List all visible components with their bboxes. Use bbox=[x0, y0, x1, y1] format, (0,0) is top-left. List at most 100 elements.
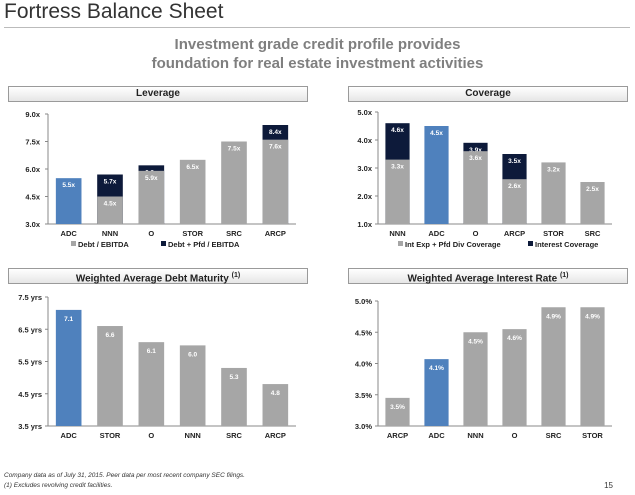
leverage-panel-header: Leverage bbox=[8, 86, 308, 102]
coverage-x-tick-label: ARCP bbox=[504, 229, 525, 238]
maturity-x-tick-label: SRC bbox=[226, 431, 242, 440]
maturity-y-tick-label: 7.5 yrs bbox=[18, 293, 42, 302]
maturity-y-tick-label: 5.5 yrs bbox=[18, 358, 42, 367]
leverage-y-tick-label: 4.5x bbox=[25, 193, 40, 202]
coverage-bar-highlight bbox=[424, 126, 449, 224]
leverage-legend-swatch bbox=[161, 241, 166, 246]
coverage-bar-primary bbox=[385, 159, 410, 224]
interest-rate-bar bbox=[385, 397, 410, 426]
leverage-bar-primary bbox=[262, 139, 289, 224]
leverage-bar-primary bbox=[138, 170, 165, 224]
coverage-y-tick-label: 1.0x bbox=[357, 220, 372, 229]
interest-rate-data-label: 3.5% bbox=[390, 404, 405, 411]
maturity-bar bbox=[179, 345, 206, 426]
coverage-data-label: 3.6x bbox=[469, 155, 482, 162]
interest-rate-data-label: 4.9% bbox=[585, 313, 600, 320]
maturity-y-tick-label: 6.5 yrs bbox=[18, 325, 42, 334]
coverage-legend-label: Int Exp + Pfd Div Coverage bbox=[405, 240, 501, 249]
leverage-y-tick-label: 7.5x bbox=[25, 138, 40, 147]
maturity-y-tick-label: 4.5 yrs bbox=[18, 390, 42, 399]
leverage-data-label: 5.9x bbox=[145, 175, 158, 182]
maturity-data-label: 7.1 bbox=[64, 316, 73, 323]
leverage-data-label: 6.5x bbox=[186, 164, 199, 171]
leverage-x-tick-label: O bbox=[148, 229, 154, 238]
leverage-bar-primary bbox=[221, 141, 247, 224]
coverage-bar-primary bbox=[541, 162, 566, 224]
leverage-data-label: 5.7x bbox=[104, 179, 117, 186]
maturity-bar bbox=[262, 384, 289, 426]
page-subtitle: Investment grade credit profile provides… bbox=[0, 35, 635, 73]
page-number: 15 bbox=[604, 481, 613, 490]
interest-rate-data-label: 4.9% bbox=[546, 313, 561, 320]
interest-rate-bar bbox=[463, 332, 488, 426]
subtitle-line-1: Investment grade credit profile provides bbox=[174, 36, 461, 53]
maturity-chart-title: Weighted Average Debt Maturity bbox=[75, 273, 229, 285]
leverage-bar-primary bbox=[179, 159, 206, 224]
coverage-x-tick-label: ADC bbox=[428, 229, 445, 238]
leverage-data-label: 7.6x bbox=[269, 144, 282, 151]
coverage-y-tick-label: 3.0x bbox=[357, 164, 372, 173]
leverage-y-tick-label: 3.0x bbox=[25, 220, 40, 229]
leverage-y-tick-label: 9.0x bbox=[25, 110, 40, 119]
interest-rate-data-label: 4.5% bbox=[468, 338, 483, 345]
interest-rate-x-tick-label: O bbox=[512, 431, 518, 440]
coverage-data-label: 3.9x bbox=[469, 147, 482, 154]
coverage-bar-primary bbox=[502, 179, 527, 224]
interest-rate-y-tick-label: 5.0% bbox=[355, 297, 372, 306]
maturity-data-label: 6.0 bbox=[188, 351, 197, 358]
coverage-data-label: 2.6x bbox=[508, 183, 521, 190]
coverage-data-label: 3.3x bbox=[391, 164, 404, 171]
subtitle-line-2: foundation for real estate investment ac… bbox=[151, 55, 484, 72]
leverage-data-label: 7.5x bbox=[228, 146, 241, 153]
leverage-x-tick-label: ARCP bbox=[265, 229, 286, 238]
coverage-data-label: 3.5x bbox=[508, 158, 521, 165]
leverage-x-tick-label: SRC bbox=[226, 229, 242, 238]
coverage-x-tick-label: NNN bbox=[389, 229, 405, 238]
interest-rate-x-tick-label: NNN bbox=[467, 431, 483, 440]
leverage-chart-title: Leverage bbox=[136, 88, 180, 99]
interest-rate-chart-title: Weighted Average Interest Rate bbox=[407, 273, 558, 285]
coverage-panel-header: Coverage bbox=[348, 86, 628, 102]
interest-rate-data-label: 4.6% bbox=[507, 335, 522, 342]
interest-rate-y-tick-label: 3.0% bbox=[355, 422, 372, 431]
interest-rate-x-tick-label: ADC bbox=[428, 431, 445, 440]
maturity-x-tick-label: ADC bbox=[61, 431, 78, 440]
coverage-x-tick-label: STOR bbox=[543, 229, 564, 238]
maturity-title-footnote-ref: (1) bbox=[231, 272, 241, 279]
footnote-company-data: Company data as of July 31, 2015. Peer d… bbox=[4, 472, 245, 479]
leverage-bar-primary bbox=[97, 196, 123, 224]
coverage-legend-swatch bbox=[398, 241, 403, 246]
interest-rate-x-tick-label: ARCP bbox=[387, 431, 408, 440]
maturity-x-tick-label: STOR bbox=[100, 431, 121, 440]
coverage-data-label: 4.5x bbox=[430, 130, 443, 137]
leverage-data-label: 5.5x bbox=[62, 182, 75, 189]
leverage-bar-primary bbox=[55, 178, 82, 224]
maturity-x-tick-label: NNN bbox=[185, 431, 201, 440]
coverage-data-label: 4.6x bbox=[391, 127, 404, 134]
interest-rate-y-tick-label: 4.0% bbox=[355, 360, 372, 369]
interest-rate-data-label: 4.1% bbox=[429, 365, 444, 372]
leverage-legend-label: Debt + Pfd / EBITDA bbox=[168, 240, 240, 249]
coverage-y-tick-label: 5.0x bbox=[357, 108, 372, 117]
interest-rate-bar bbox=[541, 307, 566, 426]
maturity-y-tick-label: 3.5 yrs bbox=[18, 422, 42, 431]
leverage-legend-swatch bbox=[71, 241, 76, 246]
leverage-x-tick-label: NNN bbox=[102, 229, 118, 238]
interest-rate-panel-header: Weighted Average Interest Rate (1) bbox=[348, 268, 628, 284]
coverage-bar-primary bbox=[580, 182, 605, 224]
maturity-data-label: 6.6 bbox=[105, 332, 114, 339]
interest-rate-x-tick-label: STOR bbox=[582, 431, 603, 440]
coverage-y-tick-label: 2.0x bbox=[357, 192, 372, 201]
coverage-data-label: 2.5x bbox=[586, 186, 599, 193]
coverage-x-tick-label: O bbox=[473, 229, 479, 238]
leverage-y-tick-label: 6.0x bbox=[25, 165, 40, 174]
coverage-data-label: 3.2x bbox=[547, 166, 560, 173]
coverage-chart-title: Coverage bbox=[465, 88, 511, 99]
page-title: Fortress Balance Sheet bbox=[4, 0, 224, 23]
maturity-data-label: 6.1 bbox=[147, 348, 156, 355]
leverage-legend-label: Debt / EBITDA bbox=[78, 240, 129, 249]
interest-rate-bar bbox=[580, 307, 605, 426]
maturity-data-label: 4.8 bbox=[271, 390, 280, 397]
interest-rate-bar bbox=[502, 329, 527, 426]
